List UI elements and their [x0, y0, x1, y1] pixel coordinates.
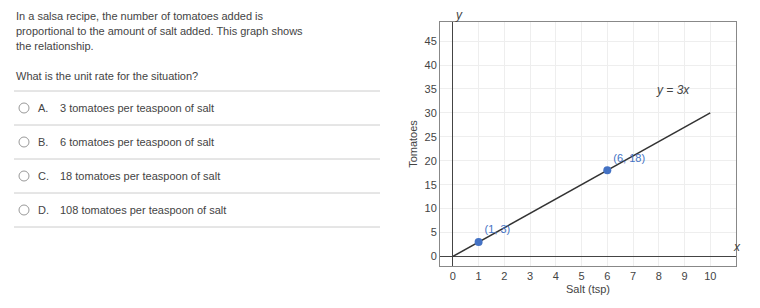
svg-text:18 tomatoes per teaspoon of sa: 18 tomatoes per teaspoon of salt	[60, 170, 220, 182]
svg-text:2: 2	[501, 270, 507, 282]
svg-text:the relationship.: the relationship.	[16, 40, 94, 52]
svg-text:40: 40	[425, 59, 437, 71]
svg-text:C.: C.	[38, 170, 49, 182]
svg-text:8: 8	[656, 270, 662, 282]
svg-text:0: 0	[450, 270, 456, 282]
svg-text:(6, 18): (6, 18)	[613, 152, 645, 164]
svg-text:6: 6	[604, 270, 610, 282]
svg-text:30: 30	[425, 107, 437, 119]
svg-text:3 tomatoes per teaspoon of sal: 3 tomatoes per teaspoon of salt	[60, 102, 214, 114]
svg-text:1: 1	[476, 270, 482, 282]
svg-text:45: 45	[425, 35, 437, 47]
svg-text:10: 10	[425, 202, 437, 214]
svg-text:6 tomatoes per teaspoon of sal: 6 tomatoes per teaspoon of salt	[60, 136, 214, 148]
svg-text:15: 15	[425, 179, 437, 191]
svg-text:0: 0	[431, 250, 437, 262]
svg-text:25: 25	[425, 131, 437, 143]
svg-text:B.: B.	[38, 136, 48, 148]
svg-text:x: x	[733, 240, 741, 254]
svg-text:5: 5	[431, 226, 437, 238]
svg-text:y: y	[455, 8, 463, 22]
svg-text:Tomatoes: Tomatoes	[407, 120, 419, 168]
svg-text:A.: A.	[38, 102, 48, 114]
svg-text:(1, 3): (1, 3)	[485, 223, 511, 235]
svg-text:What is the unit rate for the: What is the unit rate for the situation?	[16, 70, 198, 82]
svg-text:In a salsa recipe, the number: In a salsa recipe, the number of tomatoe…	[16, 10, 264, 22]
svg-text:9: 9	[681, 270, 687, 282]
svg-text:5: 5	[579, 270, 585, 282]
svg-text:D.: D.	[38, 204, 49, 216]
svg-text:7: 7	[630, 270, 636, 282]
svg-text:y = 3x: y = 3x	[656, 83, 690, 97]
svg-text:Salt (tsp): Salt (tsp)	[566, 283, 610, 295]
svg-text:108 tomatoes per teaspoon of s: 108 tomatoes per teaspoon of salt	[60, 204, 226, 216]
svg-text:20: 20	[425, 155, 437, 167]
svg-text:proportional to the amount of: proportional to the amount of salt added…	[16, 25, 303, 37]
svg-text:3: 3	[527, 270, 533, 282]
svg-text:4: 4	[553, 270, 559, 282]
svg-text:10: 10	[704, 270, 716, 282]
svg-text:35: 35	[425, 83, 437, 95]
